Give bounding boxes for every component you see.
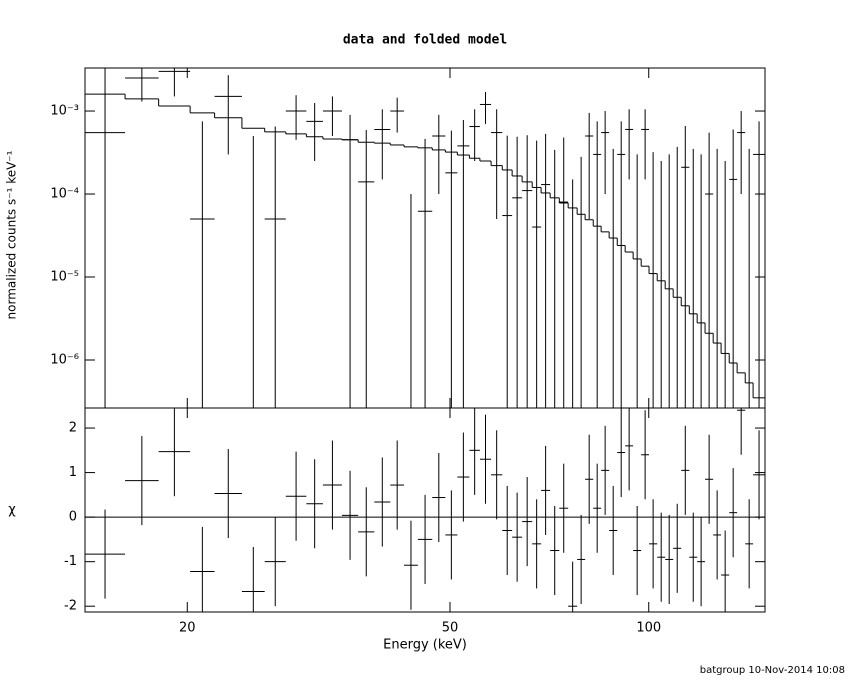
y-tick-label: 10⁻⁵	[50, 270, 79, 285]
x-tick-label: 100	[636, 621, 661, 636]
y-tick-label: -2	[64, 599, 77, 614]
y-axis-label: χ	[8, 503, 16, 518]
y-tick-label: 2	[69, 421, 77, 436]
x-tick-label: 20	[179, 621, 196, 636]
y-tick-label: 10⁻⁴	[50, 187, 79, 202]
y-tick-label: 0	[69, 510, 77, 525]
y-tick-label: -1	[64, 554, 77, 569]
x-tick-label: 50	[442, 621, 459, 636]
y-axis-label: normalized counts s⁻¹ keV⁻¹	[5, 150, 19, 319]
y-tick-label: 10⁻⁶	[50, 352, 79, 367]
x-axis-label: Energy (keV)	[383, 638, 467, 653]
y-tick-label: 10⁻³	[50, 104, 79, 119]
y-tick-label: 1	[69, 465, 77, 480]
chart-title: data and folded model	[343, 33, 507, 48]
plot-frame	[84, 67, 766, 613]
footer: batgroup 10-Nov-2014 10:08	[700, 665, 845, 676]
